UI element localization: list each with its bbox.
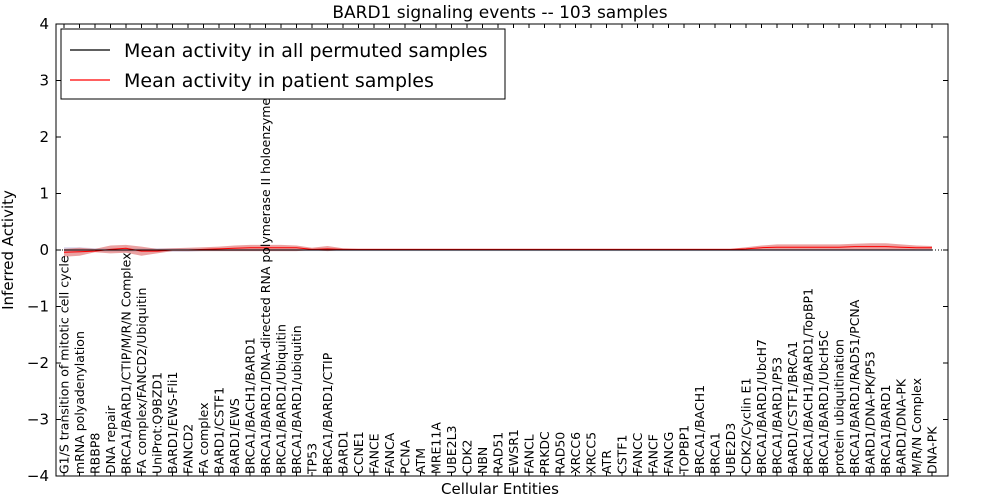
x-tick-label: BARD1/EWS-Fli1 <box>165 372 180 474</box>
chart-title: BARD1 signaling events -- 103 samples <box>332 3 667 23</box>
x-tick-label: ATR <box>599 450 614 474</box>
x-tick-label: UniProt:Q9BZD1 <box>150 372 165 474</box>
axis-ticks: −4 −3 −2 −1 0 1 2 3 4 <box>27 15 948 485</box>
x-tick-label: CDK2 <box>460 439 475 474</box>
x-tick-label: UBE2L3 <box>444 426 459 475</box>
x-tick-label: BRCA1/BARD1/UbcH5C <box>816 330 831 474</box>
x-tick-label: MRE11A <box>429 422 444 474</box>
y-tick-label: −3 <box>27 411 49 429</box>
x-tick-label: BRCA1/BARD1/ubiquitin <box>289 325 304 474</box>
x-tick-label: BRCA1 <box>708 432 723 474</box>
x-tick-label: BRCA1/BARD1/CTIP <box>320 352 335 474</box>
x-tick-label: DNA repair <box>103 405 118 474</box>
x-tick-label: BRCA1/BARD1 <box>878 385 893 474</box>
x-tick-label: DNA-PK <box>925 426 940 474</box>
legend-label-patient: Mean activity in patient samples <box>124 70 434 92</box>
x-tick-label: BRCA1/BACH1/BARD1 <box>243 337 258 474</box>
y-tick-label: 0 <box>39 241 49 259</box>
x-tick-label: NBN <box>475 447 490 474</box>
x-tick-label: FANCE <box>367 433 382 474</box>
x-tick-label: BRCA1/BARD1/DNA-directed RNA polymerase … <box>258 98 273 474</box>
x-tick-label: protein ubiquitination <box>832 339 847 474</box>
x-tick-label: BARD1/CSTF1/BRCA1 <box>785 341 800 474</box>
y-tick-label: −1 <box>27 298 49 316</box>
x-tick-label: CSTF1 <box>615 435 630 474</box>
series-lines <box>63 246 932 253</box>
legend-box <box>60 28 506 100</box>
x-tick-label: ATM <box>413 448 428 474</box>
x-tick-label: FANCD2 <box>181 424 196 474</box>
legend: Mean activity in all permuted samples Me… <box>60 28 506 100</box>
x-tick-label: TOPBP1 <box>677 425 692 475</box>
patient-mean-line <box>63 246 932 253</box>
plot-frame <box>55 23 949 477</box>
x-tick-label: BARD1/DNA-PK/P53 <box>863 351 878 474</box>
x-tick-labels: G1/S transition of mitotic cell cycle mRN… <box>57 98 940 475</box>
y-tick-label: −2 <box>27 354 49 372</box>
x-tick-label: FANCA <box>382 432 397 474</box>
x-tick-label: BRCA1/BARD1/UbcH7 <box>754 339 769 474</box>
x-tick-label: CCNE1 <box>351 431 366 474</box>
x-tick-label: CDK2/Cyclin E1 <box>739 378 754 474</box>
x-tick-label: BRCA1/BARD1/Ubiquitin <box>274 324 289 474</box>
x-tick-label: FANCL <box>522 434 537 474</box>
x-tick-label: BRCA1/BACH1 <box>692 385 707 474</box>
x-tick-label: EWSR1 <box>506 429 521 474</box>
y-tick-label: 3 <box>39 72 49 90</box>
x-tick-label: PRKDC <box>537 431 552 474</box>
x-tick-label: BARD1/CSTF1 <box>212 387 227 474</box>
x-tick-label: RBBP8 <box>88 433 103 474</box>
x-tick-label: FA complex/FANCD2/Ubiquitin <box>134 288 149 474</box>
x-tick-label: FA complex <box>196 402 211 474</box>
y-tick-label: 1 <box>39 185 49 203</box>
x-tick-label: XRCC5 <box>584 432 599 474</box>
legend-label-permuted: Mean activity in all permuted samples <box>124 40 487 62</box>
x-axis-label: Cellular Entities <box>441 480 559 498</box>
x-tick-label: BARD1 <box>336 431 351 474</box>
x-tick-label: RAD51 <box>491 432 506 474</box>
y-tick-label: −4 <box>27 467 49 485</box>
x-tick-label: TP53 <box>305 443 320 475</box>
x-tick-label: BARD1/DNA-PK <box>894 378 909 474</box>
x-tick-label: mRNA polyadenylation <box>72 331 87 474</box>
x-tick-label: FANCC <box>630 432 645 474</box>
y-tick-label: 4 <box>39 15 49 33</box>
x-tick-label: FANCF <box>646 434 661 474</box>
y-tick-label: 2 <box>39 128 49 146</box>
x-tick-label: BRCA1/BARD1/RAD51/PCNA <box>847 299 862 474</box>
x-tick-label: UBE2D3 <box>723 423 738 474</box>
x-tick-label: BRCA1/BARD1/P53 <box>770 357 785 474</box>
y-axis-label: Inferred Activity <box>0 190 17 310</box>
x-tick-label: FANCG <box>661 432 676 474</box>
x-tick-label: BRCA1/BARD1/CTIP/M/R/N Complex <box>119 252 134 474</box>
x-tick-label: M/R/N Complex <box>909 378 924 474</box>
x-tick-label: RAD50 <box>553 432 568 474</box>
x-tick-label: BARD1/EWS <box>227 398 242 474</box>
x-tick-label: PCNA <box>398 439 413 474</box>
x-tick-label: BRCA1/BACH1/BARD1/TopBP1 <box>801 288 816 474</box>
x-tick-label: G1/S transition of mitotic cell cycle <box>57 255 72 474</box>
x-tick-label: XRCC6 <box>568 432 583 474</box>
